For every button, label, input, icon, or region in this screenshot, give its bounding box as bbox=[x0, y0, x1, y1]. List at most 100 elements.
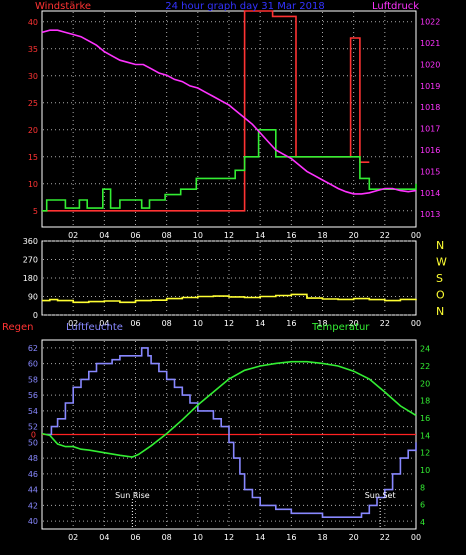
x-tick-label: 10 bbox=[193, 319, 203, 328]
y-left-tick-label: 10 bbox=[28, 180, 38, 189]
y-left-tick-label: 90 bbox=[28, 293, 38, 302]
x-tick-label: 00 bbox=[411, 533, 421, 542]
x-tick-label: 18 bbox=[317, 231, 327, 240]
y-left-tick-label: 48 bbox=[28, 454, 38, 463]
y-right-tick-label: 14 bbox=[420, 431, 430, 440]
x-tick-label: 22 bbox=[380, 231, 390, 240]
rain-zero-label: 0 bbox=[31, 431, 36, 440]
x-tick-label: 14 bbox=[255, 319, 265, 328]
x-tick-label: 12 bbox=[224, 231, 234, 240]
y-left-tick-label: 60 bbox=[28, 360, 38, 369]
series-temperature bbox=[41, 360, 417, 458]
temperature-label: Temperatur bbox=[311, 322, 370, 333]
y-left-tick-label: 0 bbox=[33, 311, 38, 320]
y-right-tick-label: 1021 bbox=[420, 39, 440, 48]
x-tick-label: 22 bbox=[380, 319, 390, 328]
series-wind_max bbox=[42, 10, 370, 212]
y-right-tick-label: 4 bbox=[420, 518, 425, 527]
x-tick-label: 02 bbox=[68, 319, 78, 328]
direction-letter: O bbox=[436, 289, 445, 302]
y-right-tick-label: 18 bbox=[420, 397, 430, 406]
x-tick-label: 16 bbox=[286, 319, 296, 328]
x-tick-label: 04 bbox=[99, 533, 109, 542]
x-tick-label: 12 bbox=[224, 533, 234, 542]
y-left-tick-label: 20 bbox=[28, 126, 38, 135]
x-tick-label: 10 bbox=[193, 533, 203, 542]
x-tick-label: 04 bbox=[99, 319, 109, 328]
direction-letter: W bbox=[436, 256, 447, 269]
x-tick-label: 08 bbox=[162, 533, 172, 542]
y-left-tick-label: 40 bbox=[28, 517, 38, 526]
series-humidity bbox=[46, 347, 417, 518]
y-right-tick-label: 1016 bbox=[420, 146, 440, 155]
direction-letter: S bbox=[436, 272, 443, 285]
y-right-tick-label: 10 bbox=[420, 466, 430, 475]
pressure-label: Luftdruck bbox=[372, 1, 419, 12]
series-direction bbox=[42, 293, 417, 304]
y-right-tick-label: 1015 bbox=[420, 167, 440, 176]
x-tick-label: 08 bbox=[162, 319, 172, 328]
y-left-tick-label: 5 bbox=[33, 207, 38, 216]
y-right-tick-label: 6 bbox=[420, 501, 425, 510]
y-left-tick-label: 42 bbox=[28, 501, 38, 510]
y-right-tick-label: 1017 bbox=[420, 125, 440, 134]
y-right-tick-label: 1019 bbox=[420, 82, 440, 91]
y-right-tick-label: 1020 bbox=[420, 60, 440, 69]
series-pressure bbox=[41, 29, 417, 195]
x-tick-label: 16 bbox=[286, 533, 296, 542]
y-left-tick-label: 58 bbox=[28, 375, 38, 384]
humidity-label: Luftfeuchte bbox=[66, 322, 123, 333]
y-left-tick-label: 62 bbox=[28, 344, 38, 353]
y-left-tick-label: 35 bbox=[28, 45, 38, 54]
y-left-tick-label: 360 bbox=[23, 237, 38, 246]
y-left-tick-label: 52 bbox=[28, 423, 38, 432]
x-tick-label: 04 bbox=[99, 231, 109, 240]
y-right-tick-label: 1014 bbox=[420, 189, 440, 198]
y-right-tick-label: 1022 bbox=[420, 18, 440, 27]
y-right-tick-label: 12 bbox=[420, 449, 430, 458]
x-tick-label: 14 bbox=[255, 231, 265, 240]
x-tick-label: 22 bbox=[380, 533, 390, 542]
y-right-tick-label: 20 bbox=[420, 379, 430, 388]
chart-title: 24 hour graph day 31 Mar 2018 bbox=[165, 1, 324, 12]
panel-top-frame bbox=[41, 10, 417, 228]
y-left-tick-label: 54 bbox=[28, 407, 38, 416]
rain-label: Regen bbox=[2, 322, 34, 333]
x-tick-label: 02 bbox=[68, 533, 78, 542]
x-tick-label: 20 bbox=[349, 319, 359, 328]
y-left-tick-label: 46 bbox=[28, 470, 38, 479]
x-tick-label: 18 bbox=[317, 533, 327, 542]
x-tick-label: 20 bbox=[349, 533, 359, 542]
y-left-tick-label: 270 bbox=[23, 256, 38, 265]
y-left-tick-label: 180 bbox=[23, 274, 38, 283]
y-right-tick-label: 1013 bbox=[420, 210, 440, 219]
sun-event-label: Sun Rise bbox=[115, 491, 150, 500]
x-tick-label: 06 bbox=[130, 533, 140, 542]
x-tick-label: 08 bbox=[162, 231, 172, 240]
x-tick-label: 16 bbox=[286, 231, 296, 240]
x-tick-label: 06 bbox=[130, 231, 140, 240]
direction-letter: N bbox=[436, 305, 444, 318]
series-wind_avg bbox=[42, 129, 417, 212]
sun-event-label: Sun Set bbox=[365, 491, 396, 500]
x-tick-label: 18 bbox=[317, 319, 327, 328]
wind-label: Windstärke bbox=[35, 1, 91, 12]
x-tick-label: 06 bbox=[130, 319, 140, 328]
x-tick-label: 10 bbox=[193, 231, 203, 240]
x-tick-label: 00 bbox=[411, 319, 421, 328]
x-tick-label: 02 bbox=[68, 231, 78, 240]
y-left-tick-label: 40 bbox=[28, 18, 38, 27]
y-right-tick-label: 22 bbox=[420, 362, 430, 371]
x-tick-label: 00 bbox=[411, 231, 421, 240]
y-left-tick-label: 30 bbox=[28, 72, 38, 81]
y-left-tick-label: 44 bbox=[28, 486, 38, 495]
direction-letter: N bbox=[436, 239, 444, 252]
y-left-tick-label: 56 bbox=[28, 391, 38, 400]
y-left-tick-label: 15 bbox=[28, 153, 38, 162]
y-right-tick-label: 24 bbox=[420, 345, 430, 354]
x-tick-label: 14 bbox=[255, 533, 265, 542]
panel-middle-frame bbox=[41, 240, 417, 316]
y-right-tick-label: 1018 bbox=[420, 103, 440, 112]
x-tick-label: 12 bbox=[224, 319, 234, 328]
